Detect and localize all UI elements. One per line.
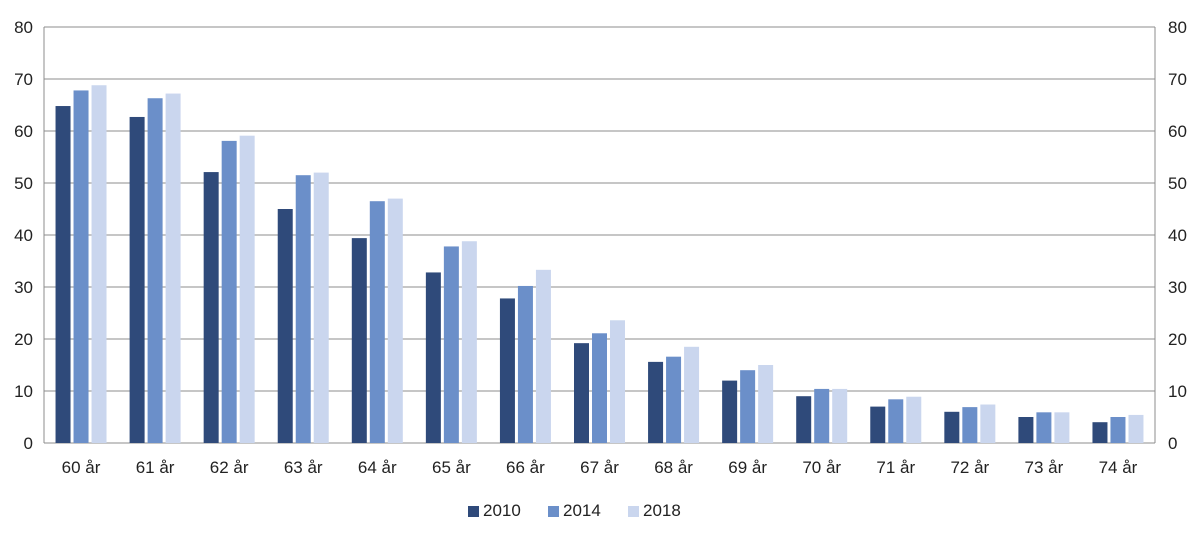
x-tick-label: 73 år (1025, 458, 1064, 477)
legend-swatch-2014 (548, 506, 559, 517)
bar-2018-13 (980, 404, 996, 443)
bar-2014-14 (1036, 412, 1052, 443)
bar-2018-3 (239, 135, 255, 443)
bar-2010-15 (1092, 422, 1108, 443)
bar-2010-5 (351, 238, 367, 443)
y-tick-label-right: 40 (1168, 226, 1187, 245)
legend-swatch-2018 (628, 506, 639, 517)
bar-2014-7 (517, 285, 533, 443)
y-tick-label-left: 70 (14, 70, 33, 89)
legend-label-2010: 2010 (483, 501, 521, 520)
x-tick-label: 71 år (876, 458, 915, 477)
bar-2018-11 (832, 388, 848, 443)
bar-2014-13 (962, 407, 978, 443)
bar-2010-3 (203, 172, 219, 443)
bar-2014-15 (1110, 417, 1126, 443)
bar-2010-7 (499, 298, 515, 443)
bar-2018-14 (1054, 412, 1070, 443)
bar-2014-9 (666, 356, 682, 443)
bar-2010-8 (574, 343, 589, 443)
x-tick-label: 70 år (802, 458, 841, 477)
y-tick-label-right: 70 (1168, 70, 1187, 89)
x-tick-label: 64 år (358, 458, 397, 477)
bar-2010-11 (796, 396, 812, 443)
x-tick-label: 65 år (432, 458, 471, 477)
y-tick-label-right: 10 (1168, 382, 1187, 401)
y-tick-label-left: 80 (14, 18, 33, 37)
x-tick-label: 60 år (62, 458, 101, 477)
bar-2018-12 (906, 396, 922, 443)
bar-2014-4 (295, 175, 311, 443)
x-tick-label: 66 år (506, 458, 545, 477)
y-tick-label-right: 30 (1168, 278, 1187, 297)
bar-2014-3 (221, 140, 237, 443)
bar-2010-1 (55, 106, 71, 443)
bar-2018-4 (313, 172, 329, 443)
bar-2014-12 (888, 399, 904, 443)
bar-2010-10 (722, 380, 738, 443)
x-tick-label: 72 år (950, 458, 989, 477)
x-tick-label: 62 år (210, 458, 249, 477)
bar-2010-14 (1018, 417, 1034, 443)
bar-2018-7 (535, 269, 551, 443)
bar-2010-13 (944, 411, 960, 443)
legend-swatch-2010 (468, 506, 479, 517)
bar-2010-12 (870, 406, 886, 443)
x-tick-label: 67 år (580, 458, 619, 477)
y-tick-label-left: 20 (14, 330, 33, 349)
y-tick-label-left: 40 (14, 226, 33, 245)
bar-2010-4 (277, 209, 293, 443)
bars (55, 85, 1144, 444)
bar-2010-6 (425, 272, 441, 443)
y-tick-label-left: 60 (14, 122, 33, 141)
bar-2018-10 (758, 365, 774, 443)
x-tick-label: 61 år (136, 458, 175, 477)
y-tick-label-right: 60 (1168, 122, 1187, 141)
y-tick-label-left: 10 (14, 382, 33, 401)
bar-2010-9 (648, 361, 664, 443)
x-tick-label: 68 år (654, 458, 693, 477)
bar-2018-1 (91, 85, 107, 444)
y-tick-label-left: 30 (14, 278, 33, 297)
bar-2014-10 (740, 370, 756, 443)
bar-2018-2 (165, 93, 181, 443)
y-tick-label-right: 50 (1168, 174, 1187, 193)
y-tick-label-left: 0 (24, 434, 33, 453)
bar-2014-2 (147, 98, 163, 444)
bar-2018-15 (1128, 414, 1144, 443)
axes: 0 0 10 10 20 20 30 30 40 40 50 50 60 60 70 70 80 80 60 år 6… (14, 18, 1187, 477)
bar-2018-8 (610, 320, 625, 443)
y-tick-label-left: 50 (14, 174, 33, 193)
bar-2014-5 (369, 201, 385, 443)
bar-2018-5 (387, 198, 403, 443)
y-tick-label-right: 80 (1168, 18, 1187, 37)
y-tick-label-right: 0 (1168, 434, 1177, 453)
bar-2018-9 (684, 346, 700, 443)
bar-2014-1 (73, 90, 89, 443)
bar-2014-8 (592, 333, 607, 443)
bar-2014-6 (443, 246, 459, 443)
legend: 2010 2014 2018 (468, 501, 681, 520)
legend-label-2014: 2014 (563, 501, 601, 520)
bar-2010-2 (129, 116, 145, 444)
legend-label-2018: 2018 (643, 501, 681, 520)
bar-2014-11 (814, 388, 830, 443)
bar-2018-6 (461, 241, 477, 443)
x-tick-label: 69 år (728, 458, 767, 477)
y-tick-label-right: 20 (1168, 330, 1187, 349)
x-tick-label: 74 år (1099, 458, 1138, 477)
x-tick-label: 63 år (284, 458, 323, 477)
